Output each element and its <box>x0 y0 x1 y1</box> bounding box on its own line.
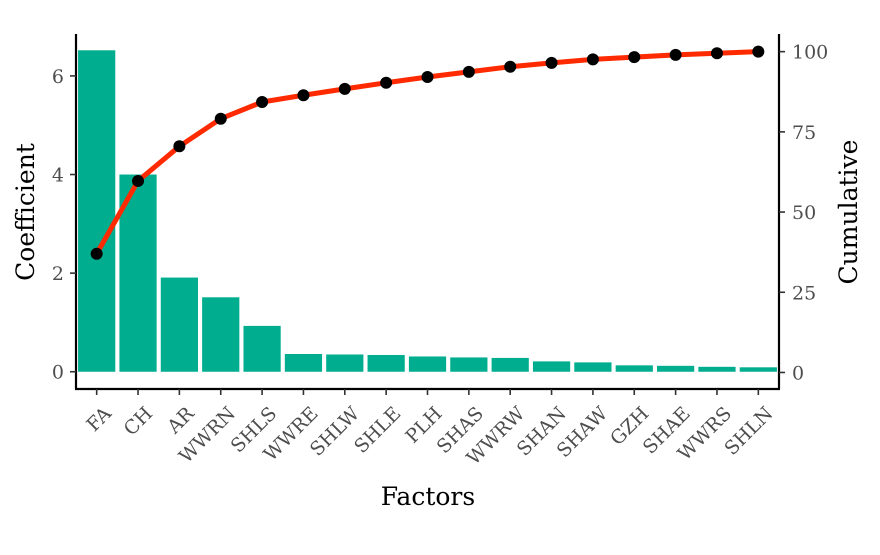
y-tick-label-right: 75 <box>792 122 816 144</box>
y-tick-label-right: 25 <box>792 282 816 304</box>
y-tick-label-right: 100 <box>792 42 828 64</box>
x-axis-title: Factors <box>381 482 475 511</box>
bar-shln <box>739 367 777 372</box>
cumulative-point-plh <box>421 70 434 83</box>
bar-shas <box>450 357 488 372</box>
y-tick-label-right: 50 <box>792 202 816 224</box>
cumulative-point-shaw <box>586 53 599 66</box>
bar-shan <box>532 361 571 372</box>
y-tick-label-right: 0 <box>792 362 804 384</box>
cumulative-point-ar <box>173 140 186 153</box>
cumulative-point-gzh <box>628 51 641 64</box>
y-tick-label-left: 2 <box>52 263 64 285</box>
cumulative-point-shae <box>669 48 682 61</box>
x-tick-label-ch: CH <box>120 403 158 441</box>
cumulative-point-shas <box>462 65 475 78</box>
bar-shls <box>243 325 281 372</box>
bar-plh <box>408 356 447 372</box>
bar-shle <box>367 354 405 372</box>
bar-wwrn <box>202 297 240 372</box>
cumulative-point-shle <box>380 76 393 89</box>
cumulative-line-layer <box>90 45 765 260</box>
bar-shae <box>657 365 695 372</box>
bar-gzh <box>615 365 653 372</box>
y-axis-title-right: Cumulative <box>834 140 863 285</box>
cumulative-point-wwre <box>297 89 310 102</box>
cumulative-point-shlw <box>338 82 351 95</box>
bar-wwre <box>284 353 323 372</box>
cumulative-point-ch <box>132 174 145 187</box>
cumulative-point-wwrn <box>214 112 227 125</box>
y-tick-label-left: 6 <box>52 66 64 88</box>
bar-wwrw <box>491 357 529 372</box>
y-tick-label-left: 4 <box>52 165 64 187</box>
cumulative-point-wwrs <box>710 47 723 60</box>
bar-shlw <box>326 354 364 372</box>
bar-fa <box>78 50 116 372</box>
bars-layer <box>78 50 777 372</box>
x-tick-label-shle: SHLE <box>350 403 405 458</box>
x-tick-label-fa: FA <box>82 402 116 436</box>
bar-shaw <box>574 362 612 372</box>
cumulative-point-shln <box>752 45 765 58</box>
axes-layer <box>70 34 785 395</box>
cumulative-point-shls <box>256 96 269 109</box>
bar-ar <box>160 277 198 372</box>
cumulative-point-fa <box>90 247 103 260</box>
y-tick-label-left: 0 <box>52 362 64 384</box>
bar-wwrs <box>698 366 736 372</box>
y-axis-title-left: Coefficient <box>11 143 40 281</box>
cumulative-point-wwrw <box>504 60 517 73</box>
cumulative-point-shan <box>545 56 558 69</box>
